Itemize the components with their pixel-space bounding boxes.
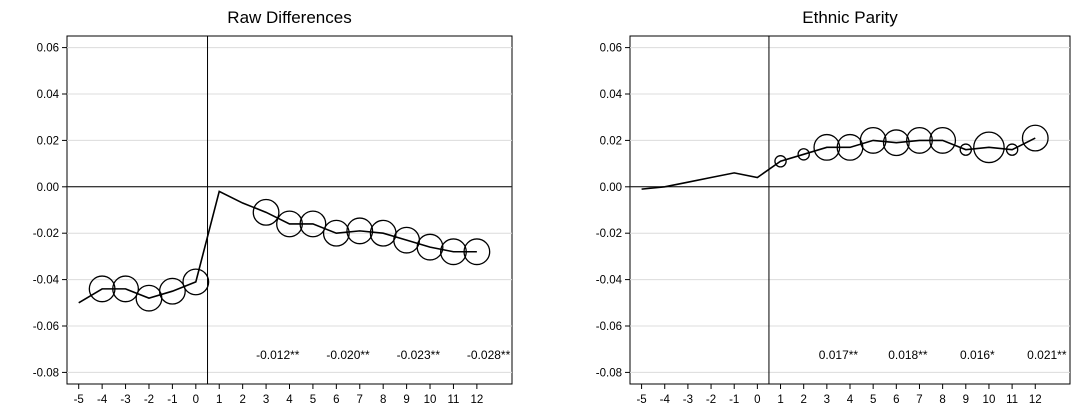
x-tick-label: 4 bbox=[847, 394, 854, 406]
y-tick-label: -0.02 bbox=[33, 228, 59, 240]
data-point bbox=[774, 155, 787, 168]
x-tick-label: 6 bbox=[893, 394, 899, 406]
x-tick-label: 12 bbox=[470, 394, 483, 406]
series-line bbox=[641, 137, 1036, 190]
data-point bbox=[182, 268, 210, 296]
x-tick-label: 7 bbox=[357, 394, 363, 406]
panel-ethnic-parity: Ethnic Parity 0.06 0.04 0.02 0.00 -0.02 -0.04 -… bbox=[596, 8, 1071, 406]
x-tick-label: 0 bbox=[754, 394, 760, 406]
x-tick-label: -1 bbox=[167, 394, 177, 406]
panel-raw-differences: Raw Differences 0.06 0.04 0.02 0.00 -0.02 -0.0… bbox=[33, 8, 513, 406]
y-tick-label: -0.06 bbox=[33, 321, 59, 333]
x-tick-label: 5 bbox=[870, 394, 876, 406]
y-tick-label: -0.06 bbox=[596, 321, 622, 333]
data-point bbox=[813, 133, 841, 161]
y-tick-label: 0.02 bbox=[600, 135, 622, 147]
x-tick-label: 4 bbox=[286, 394, 293, 406]
coefficient-label: -0.020** bbox=[326, 348, 370, 362]
y-tick-label: -0.02 bbox=[596, 228, 622, 240]
x-tick-label: 1 bbox=[777, 394, 783, 406]
data-point bbox=[1021, 124, 1049, 152]
x-tick-label: 5 bbox=[310, 394, 316, 406]
x-tick-label: -1 bbox=[729, 394, 739, 406]
data-point bbox=[797, 148, 810, 161]
y-tick-label: 0.04 bbox=[600, 89, 623, 101]
data-point bbox=[439, 238, 467, 266]
chart-title: Raw Differences bbox=[227, 8, 351, 27]
data-point bbox=[1005, 143, 1019, 156]
x-tick-label: -4 bbox=[660, 394, 671, 406]
coefficient-label: -0.028** bbox=[467, 348, 511, 362]
x-tick-label: 8 bbox=[939, 394, 945, 406]
x-tick-label: 2 bbox=[800, 394, 806, 406]
data-point bbox=[882, 129, 910, 157]
y-tick-label: 0.00 bbox=[37, 182, 59, 194]
coefficient-label: -0.023** bbox=[397, 348, 441, 362]
data-point bbox=[906, 126, 933, 154]
y-tick-label: -0.08 bbox=[596, 367, 622, 379]
y-tick-label: -0.04 bbox=[33, 275, 60, 287]
data-point bbox=[929, 126, 957, 154]
x-tick-label: 9 bbox=[403, 394, 409, 406]
x-tick-label: 2 bbox=[239, 394, 245, 406]
data-point bbox=[959, 143, 973, 156]
x-tick-label: 11 bbox=[447, 394, 459, 406]
data-point bbox=[416, 233, 444, 261]
data-point bbox=[158, 277, 186, 305]
x-tick-label: 7 bbox=[916, 394, 922, 406]
x-tick-label: 3 bbox=[824, 394, 830, 406]
plot-area bbox=[629, 35, 1071, 385]
x-tick-label: -4 bbox=[97, 394, 108, 406]
x-tick-label: 9 bbox=[963, 394, 969, 406]
data-point bbox=[252, 198, 280, 226]
y-tick-label: -0.08 bbox=[33, 367, 59, 379]
x-tick-label: -5 bbox=[74, 394, 84, 406]
x-tick-label: 6 bbox=[333, 394, 339, 406]
coefficient-label: -0.012** bbox=[256, 348, 300, 362]
data-point bbox=[276, 210, 303, 238]
x-tick-label: 10 bbox=[983, 394, 996, 406]
data-point bbox=[299, 210, 327, 238]
y-tick-label: 0.06 bbox=[37, 43, 59, 55]
x-tick-label: 10 bbox=[424, 394, 437, 406]
y-tick-label: 0.02 bbox=[37, 135, 59, 147]
y-tick-label: 0.06 bbox=[600, 43, 622, 55]
coefficient-label: 0.018** bbox=[888, 348, 928, 362]
x-tick-label: 3 bbox=[263, 394, 269, 406]
coefficient-label: 0.016* bbox=[960, 348, 995, 362]
y-tick-label: 0.00 bbox=[600, 182, 622, 194]
plot-area bbox=[66, 35, 513, 385]
x-tick-label: -5 bbox=[636, 394, 646, 406]
x-tick-label: 0 bbox=[193, 394, 199, 406]
data-point bbox=[322, 219, 350, 247]
coefficient-label: 0.021** bbox=[1027, 348, 1067, 362]
y-tick-label: 0.04 bbox=[37, 89, 60, 101]
data-point bbox=[88, 275, 116, 303]
data-point bbox=[973, 131, 1005, 164]
data-point bbox=[463, 238, 491, 266]
x-tick-label: -3 bbox=[683, 394, 693, 406]
x-tick-label: -3 bbox=[120, 394, 130, 406]
x-tick-label: -2 bbox=[144, 394, 154, 406]
x-tick-label: 12 bbox=[1029, 394, 1042, 406]
x-tick-label: 8 bbox=[380, 394, 386, 406]
data-point bbox=[859, 126, 887, 154]
coefficient-label: 0.017** bbox=[819, 348, 859, 362]
data-point bbox=[112, 275, 140, 303]
data-point bbox=[346, 217, 374, 245]
y-tick-label: -0.04 bbox=[596, 275, 623, 287]
x-tick-label: 1 bbox=[216, 394, 222, 406]
chart-title: Ethnic Parity bbox=[802, 8, 898, 27]
x-tick-label: 11 bbox=[1006, 394, 1018, 406]
x-tick-label: -2 bbox=[706, 394, 716, 406]
